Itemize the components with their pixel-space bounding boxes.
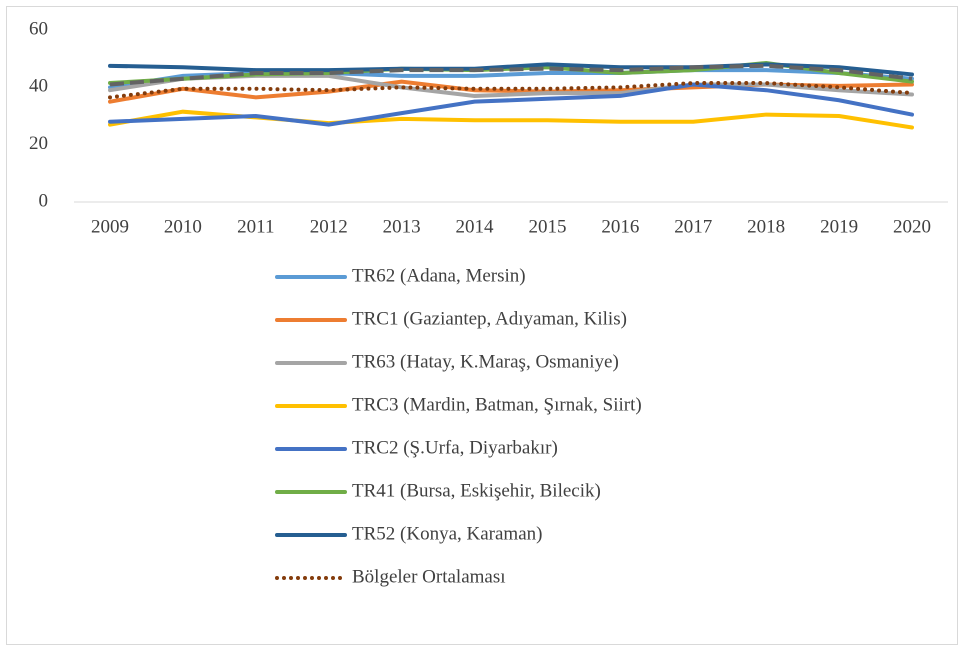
x-tick-label: 2016 <box>601 216 639 237</box>
series-line <box>108 81 914 100</box>
legend-label: TRC3 (Mardin, Batman, Şırnak, Siirt) <box>352 394 642 415</box>
x-tick-label: 2015 <box>528 216 566 237</box>
legend-label: TR52 (Konya, Karaman) <box>352 523 542 544</box>
x-tick-label: 2018 <box>747 216 785 237</box>
series-line <box>109 63 913 87</box>
legend-label: TRC2 (Ş.Urfa, Diyarbakır) <box>352 437 558 458</box>
x-tick-label: 2011 <box>237 216 274 237</box>
x-tick-label: 2017 <box>674 216 712 237</box>
y-tick-label: 60 <box>29 18 48 39</box>
x-tick-label: 2009 <box>91 216 129 237</box>
x-tick-label: 2014 <box>456 216 495 237</box>
series-line <box>108 82 914 127</box>
chart-border <box>6 6 958 645</box>
x-tick-label: 2012 <box>310 216 348 237</box>
y-tick-label: 20 <box>29 133 48 154</box>
x-tick-label: 2013 <box>383 216 421 237</box>
x-tick-label: 2019 <box>820 216 858 237</box>
x-tick-label: 2020 <box>893 216 931 237</box>
y-tick-label: 40 <box>29 76 48 97</box>
legend-label: TRC1 (Gaziantep, Adıyaman, Kilis) <box>352 308 627 329</box>
x-tick-label: 2010 <box>164 216 202 237</box>
legend-label: TR63 (Hatay, K.Maraş, Osmaniye) <box>352 351 619 372</box>
legend-label: TR41 (Bursa, Eskişehir, Bilecik) <box>352 480 601 501</box>
legend-label: TR62 (Adana, Mersin) <box>352 265 526 286</box>
y-tick-label: 0 <box>39 190 49 211</box>
legend-label: Bölgeler Ortalaması <box>352 566 506 587</box>
